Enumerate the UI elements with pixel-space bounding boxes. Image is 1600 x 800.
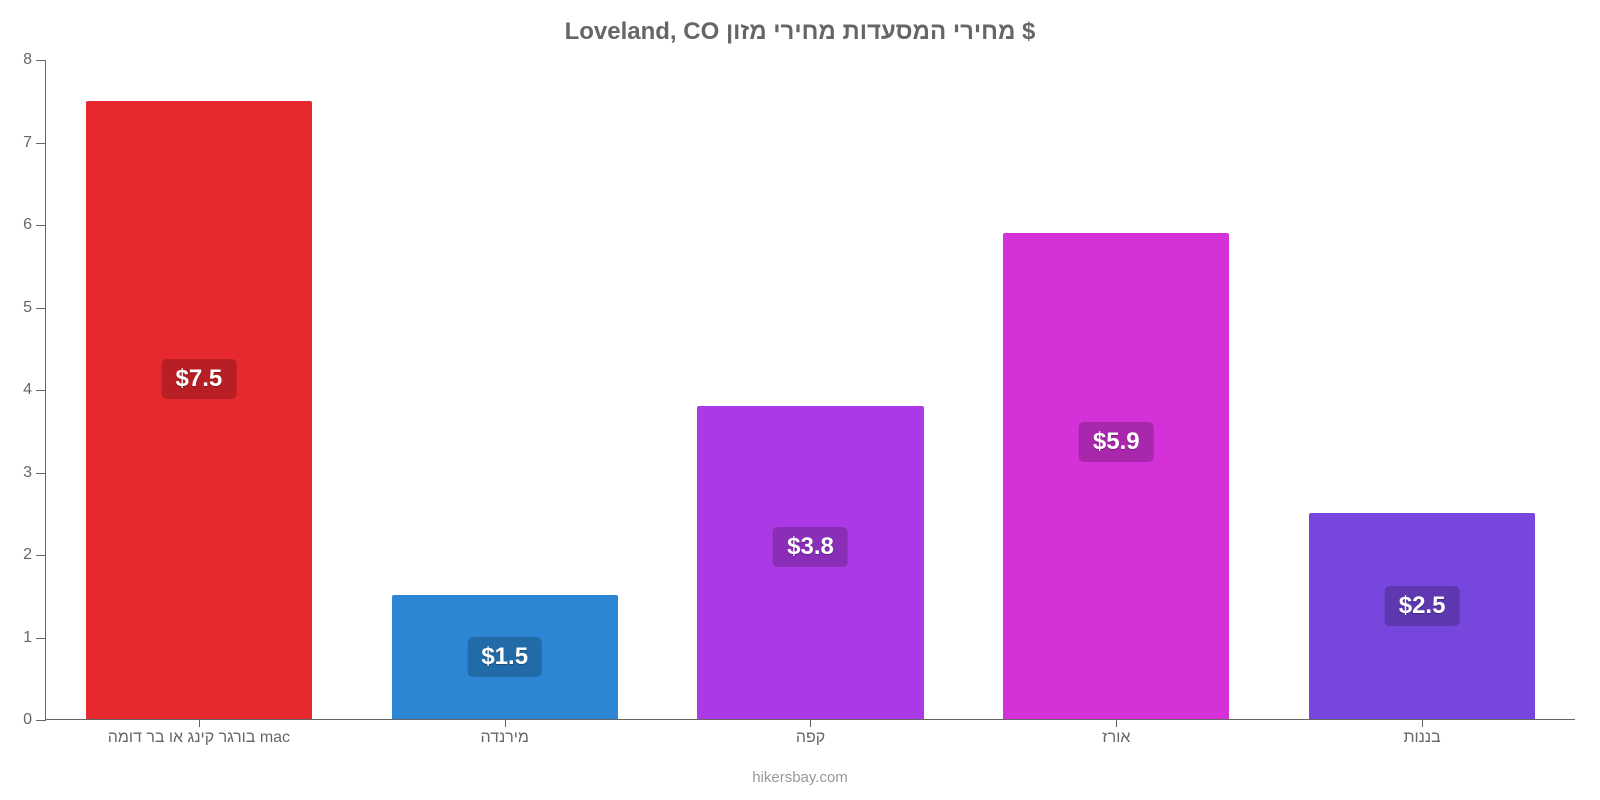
bar: $5.9 — [1003, 233, 1229, 719]
bar: $1.5 — [392, 595, 618, 719]
bar: $2.5 — [1309, 513, 1535, 719]
bar-slot: $2.5בננות — [1269, 60, 1575, 719]
x-tick — [810, 719, 811, 727]
bar-slot: $5.9אורז — [963, 60, 1269, 719]
y-tick-label: 6 — [23, 216, 32, 234]
y-tick-label: 5 — [23, 299, 32, 317]
y-tick-label: 0 — [23, 711, 32, 729]
bar-value-label: $5.9 — [1079, 422, 1154, 462]
x-tick — [1116, 719, 1117, 727]
x-tick — [505, 719, 506, 727]
bar: $3.8 — [697, 406, 923, 719]
y-tick-label: 4 — [23, 381, 32, 399]
y-tick — [36, 638, 46, 639]
y-tick-label: 7 — [23, 134, 32, 152]
x-tick — [199, 719, 200, 727]
y-tick — [36, 390, 46, 391]
y-tick-label: 3 — [23, 464, 32, 482]
y-tick — [36, 308, 46, 309]
x-tick — [1422, 719, 1423, 727]
y-tick — [36, 720, 46, 721]
footer-credit: hikersbay.com — [0, 769, 1600, 786]
y-tick — [36, 225, 46, 226]
bar-value-label: $1.5 — [467, 637, 542, 677]
bar-slot: $1.5מירנדה — [352, 60, 658, 719]
bar-value-label: $7.5 — [162, 359, 237, 399]
price-chart: Loveland, CO מחירי המסעדות מחירי מזון $ … — [0, 0, 1600, 800]
x-tick-label: בורגר קינג או בר דומה mac — [108, 729, 290, 747]
x-tick-label: מירנדה — [480, 729, 528, 747]
bar-slot: $3.8קפה — [658, 60, 964, 719]
bar: $7.5 — [86, 101, 312, 719]
x-tick-label: קפה — [796, 729, 825, 747]
chart-title: Loveland, CO מחירי המסעדות מחירי מזון $ — [0, 18, 1600, 46]
y-tick — [36, 143, 46, 144]
plot-area: $7.5בורגר קינג או בר דומה mac$1.5מירנדה$… — [45, 60, 1575, 720]
y-tick — [36, 60, 46, 61]
y-tick-label: 1 — [23, 629, 32, 647]
bar-slot: $7.5בורגר קינג או בר דומה mac — [46, 60, 352, 719]
bars-row: $7.5בורגר קינג או בר דומה mac$1.5מירנדה$… — [46, 60, 1575, 719]
y-tick — [36, 473, 46, 474]
x-tick-label: אורז — [1102, 729, 1130, 747]
y-tick-label: 2 — [23, 546, 32, 564]
bar-value-label: $2.5 — [1385, 586, 1460, 626]
y-tick-label: 8 — [23, 51, 32, 69]
x-tick-label: בננות — [1403, 729, 1440, 747]
bar-value-label: $3.8 — [773, 527, 848, 567]
y-tick — [36, 555, 46, 556]
